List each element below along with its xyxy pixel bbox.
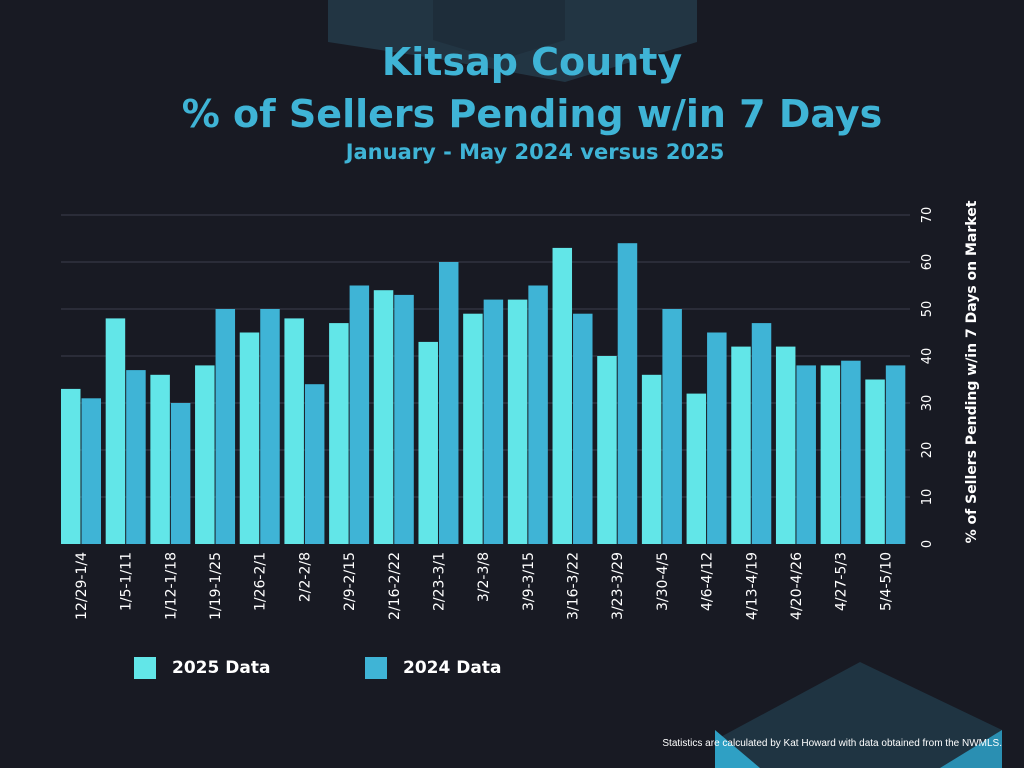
bottom-chevron-light xyxy=(715,730,760,768)
bar-2024 xyxy=(751,323,772,544)
bar-2025 xyxy=(775,346,796,544)
bar-2025 xyxy=(686,393,707,544)
bar-2024 xyxy=(304,384,325,544)
bar-2024 xyxy=(528,285,548,544)
x-tick-label: 12/29-1/4 xyxy=(74,552,90,620)
y-tick-label: 10 xyxy=(920,489,935,506)
y-tick-label: 0 xyxy=(920,540,935,548)
x-tick-label: 3/30-4/5 xyxy=(655,552,671,611)
y-tick-label: 30 xyxy=(920,395,935,412)
bottom-chevron-shape xyxy=(715,662,1002,768)
x-tick-label: 1/12-1/18 xyxy=(163,552,179,620)
legend-label-2024: 2024 Data xyxy=(403,658,502,678)
x-tick-label: 3/23-3/29 xyxy=(610,552,626,620)
legend-swatch-2024 xyxy=(365,657,387,679)
chart-title-line2: % of Sellers Pending w/in 7 Days xyxy=(181,92,883,136)
bar-2024 xyxy=(170,403,191,544)
bar-2025 xyxy=(731,346,751,544)
bar-2025 xyxy=(507,299,528,544)
x-tick-label: 2/16-2/22 xyxy=(387,552,403,620)
x-tick-label: 1/5-1/11 xyxy=(119,552,135,611)
x-tick-label: 3/2-3/8 xyxy=(476,552,492,602)
bar-2025 xyxy=(329,323,349,544)
y-tick-label: 70 xyxy=(920,207,935,224)
bar-2025 xyxy=(865,379,885,544)
bar-2024 xyxy=(796,365,816,544)
bar-2025 xyxy=(373,290,394,544)
bar-2024 xyxy=(438,262,459,544)
x-tick-label: 3/9-3/15 xyxy=(521,552,537,611)
x-tick-label: 2/9-2/15 xyxy=(342,552,358,611)
chart-subtitle: January - May 2024 versus 2025 xyxy=(345,140,725,164)
bar-2024 xyxy=(841,360,861,544)
bar-2024 xyxy=(394,294,414,544)
x-tick-label: 1/19-1/25 xyxy=(208,552,224,620)
bar-2025 xyxy=(105,318,126,544)
bar-2025 xyxy=(61,388,81,544)
bar-2024 xyxy=(81,398,101,544)
y-tick-label: 50 xyxy=(920,301,935,318)
y-tick-label: 20 xyxy=(920,442,935,459)
bar-2024 xyxy=(662,309,682,544)
x-axis-ticks: 12/29-1/4 1/5-1/11 1/12-1/18 1/19-1/25 1/26-… xyxy=(74,552,894,620)
legend-label-2025: 2025 Data xyxy=(172,658,271,678)
bar-2025 xyxy=(418,341,438,544)
bar-2024 xyxy=(260,309,280,544)
bar-2024 xyxy=(885,365,906,544)
bar-2025 xyxy=(239,332,260,544)
bar-2025 xyxy=(641,374,662,544)
bar-2024 xyxy=(215,309,236,544)
top-chevron-inner xyxy=(433,0,565,60)
bar-2024 xyxy=(349,285,370,544)
legend-swatch-2025 xyxy=(134,657,156,679)
x-tick-label: 4/13-4/19 xyxy=(744,552,760,620)
bar-2025 xyxy=(463,313,483,544)
x-tick-label: 4/20-4/26 xyxy=(789,552,805,620)
x-tick-label: 5/4-5/10 xyxy=(878,552,894,611)
bar-2025 xyxy=(597,356,617,544)
bar-2025 xyxy=(552,247,573,544)
x-tick-label: 4/27-5/3 xyxy=(834,552,850,611)
bar-2025 xyxy=(820,365,841,544)
legend-item-2025: 2025 Data xyxy=(134,656,270,680)
y-tick-label: 40 xyxy=(920,348,935,365)
bars xyxy=(61,243,906,544)
bar-2024 xyxy=(617,243,638,544)
x-tick-label: 1/26-2/1 xyxy=(253,552,269,611)
bar-2024 xyxy=(573,313,593,544)
x-tick-label: 2/23-3/1 xyxy=(431,552,447,611)
y-axis-label: % of Sellers Pending w/in 7 Days on Mark… xyxy=(964,200,980,543)
bar-2024 xyxy=(707,332,727,544)
bar-2025 xyxy=(284,318,304,544)
bar-2024 xyxy=(126,370,146,544)
chart-title-line1: Kitsap County xyxy=(381,40,683,84)
bottom-chevron-light-right xyxy=(940,730,1002,768)
legend-item-2024: 2024 Data xyxy=(365,656,501,680)
x-tick-label: 2/2-2/8 xyxy=(297,552,313,602)
source-footnote: Statistics are calculated by Kat Howard … xyxy=(662,738,1002,749)
bar-2025 xyxy=(150,374,170,544)
bar-2025 xyxy=(195,365,215,544)
x-tick-label: 3/16-3/22 xyxy=(566,552,582,620)
x-tick-label: 4/6-4/12 xyxy=(700,552,716,611)
bar-2024 xyxy=(483,299,504,544)
y-tick-label: 60 xyxy=(920,254,935,271)
y-axis-ticks: 0 10 20 30 40 50 60 70 xyxy=(920,207,935,548)
